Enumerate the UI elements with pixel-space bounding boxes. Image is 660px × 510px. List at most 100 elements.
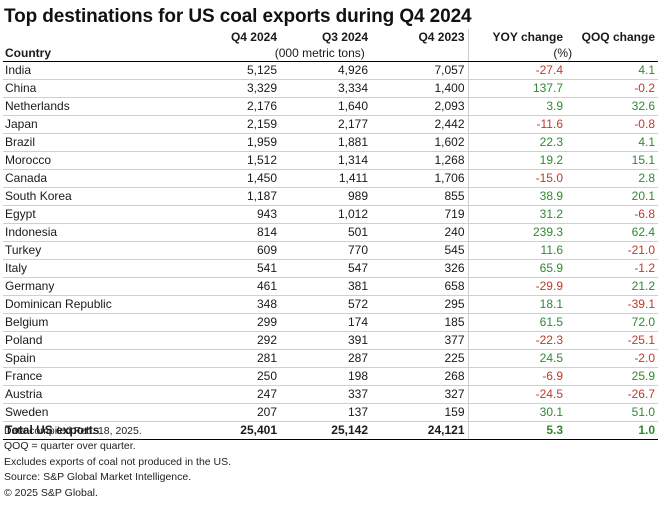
country-cell: Egypt [3, 205, 173, 224]
q3-2024-cell: 174 [280, 313, 371, 332]
yoy-change-cell: 65.9 [467, 259, 566, 278]
qoq-change-cell: -6.8 [566, 205, 658, 224]
col-header-q4-2023: Q4 2023 [418, 30, 465, 44]
units-header-row: Country (000 metric tons) (%) [3, 45, 658, 62]
country-cell: South Korea [3, 187, 173, 206]
footnote-excludes: Excludes exports of coal not produced in… [4, 455, 232, 468]
qoq-change-cell: -1.2 [566, 259, 658, 278]
q4-2024-cell: 5,125 [173, 61, 280, 80]
q4-2024-cell: 1,450 [173, 169, 280, 188]
q3-2024-cell: 770 [280, 241, 371, 260]
q4-2023-cell: 268 [371, 367, 468, 386]
footnote-copyright: © 2025 S&P Global. [4, 486, 98, 499]
table-row: Sweden 207 137 159 30.1 51.0 [3, 403, 658, 422]
q4-2023-cell: 377 [371, 331, 468, 350]
yoy-change-cell: 30.1 [467, 403, 566, 422]
footnotes: Data compiled Feb. 18, 2025. QOQ = quart… [4, 424, 231, 501]
q4-2024-cell: 3,329 [173, 79, 280, 98]
q4-2023-cell: 327 [371, 385, 468, 404]
table-row: France 250 198 268 -6.9 25.9 [3, 367, 658, 386]
country-cell: Dominican Republic [3, 295, 173, 314]
table-row: Egypt 943 1,012 719 31.2 -6.8 [3, 205, 658, 224]
q3-2024-cell: 198 [280, 367, 371, 386]
country-cell: Italy [3, 259, 173, 278]
table-row: Dominican Republic 348 572 295 18.1 -39.1 [3, 295, 658, 314]
country-cell: Canada [3, 169, 173, 188]
qoq-change-cell: -39.1 [566, 295, 658, 314]
yoy-change-cell: 19.2 [467, 151, 566, 170]
exports-table: Q4 2024 Q3 2024 Q4 2023 YOY change QOQ c… [3, 29, 658, 440]
country-cell: Indonesia [3, 223, 173, 242]
country-cell: Turkey [3, 241, 173, 260]
q4-2024-cell: 943 [173, 205, 280, 224]
q4-2023-cell: 855 [371, 187, 468, 206]
q3-2024-cell: 3,334 [280, 79, 371, 98]
q3-2024-cell: 1,012 [280, 205, 371, 224]
yoy-change-cell: 61.5 [467, 313, 566, 332]
country-cell: Spain [3, 349, 173, 368]
yoy-change-cell: 239.3 [467, 223, 566, 242]
q3-2024-cell: 2,177 [280, 115, 371, 134]
qoq-change-cell: 32.6 [566, 97, 658, 116]
q4-2024-cell: 299 [173, 313, 280, 332]
q4-2024-cell: 1,512 [173, 151, 280, 170]
yoy-change-cell: 31.2 [467, 205, 566, 224]
yoy-change-cell: -11.6 [467, 115, 566, 134]
country-cell: Total US exports [3, 421, 173, 440]
qoq-change-cell: 20.1 [566, 187, 658, 206]
country-cell: Netherlands [3, 97, 173, 116]
q3-2024-cell: 287 [280, 349, 371, 368]
q4-2023-cell: 2,442 [371, 115, 468, 134]
q3-2024-cell: 572 [280, 295, 371, 314]
q3-2024-cell: 25,142 [280, 421, 371, 440]
country-cell: Belgium [3, 313, 173, 332]
row-header-country: Country [3, 45, 173, 62]
qoq-change-cell: 25.9 [566, 367, 658, 386]
q4-2023-cell: 545 [371, 241, 468, 260]
table-row: Belgium 299 174 185 61.5 72.0 [3, 313, 658, 332]
table-row: Italy 541 547 326 65.9 -1.2 [3, 259, 658, 278]
qoq-change-cell: -0.8 [566, 115, 658, 134]
units-volume-label: (000 metric tons) [173, 45, 468, 62]
q3-2024-cell: 1,411 [280, 169, 371, 188]
yoy-change-cell: 24.5 [467, 349, 566, 368]
table-row: Spain 281 287 225 24.5 -2.0 [3, 349, 658, 368]
col-header-q4-2024: Q4 2024 [230, 30, 277, 44]
q3-2024-cell: 381 [280, 277, 371, 296]
page-title: Top destinations for US coal exports dur… [4, 6, 472, 27]
q4-2023-cell: 24,121 [371, 421, 468, 440]
country-cell: Sweden [3, 403, 173, 422]
yoy-change-cell: 18.1 [467, 295, 566, 314]
q4-2024-cell: 250 [173, 367, 280, 386]
yoy-change-cell: -29.9 [467, 277, 566, 296]
q4-2024-cell: 348 [173, 295, 280, 314]
q4-2023-cell: 295 [371, 295, 468, 314]
column-header-row: Q4 2024 Q3 2024 Q4 2023 YOY change QOQ c… [3, 29, 658, 45]
q4-2024-cell: 609 [173, 241, 280, 260]
q4-2023-cell: 719 [371, 205, 468, 224]
yoy-change-cell: 3.9 [467, 97, 566, 116]
table-body: India 5,125 4,926 7,057 -27.4 4.1 China 3,329 3,… [3, 61, 658, 440]
q3-2024-cell: 1,314 [280, 151, 371, 170]
q4-2023-cell: 1,706 [371, 169, 468, 188]
qoq-change-cell: -2.0 [566, 349, 658, 368]
q3-2024-cell: 989 [280, 187, 371, 206]
table-row: India 5,125 4,926 7,057 -27.4 4.1 [3, 61, 658, 80]
q4-2024-cell: 2,159 [173, 115, 280, 134]
country-cell: Germany [3, 277, 173, 296]
country-cell: Morocco [3, 151, 173, 170]
q4-2023-cell: 7,057 [371, 61, 468, 80]
footnote-date: Data compiled Feb. 18, 2025. [4, 425, 142, 437]
country-cell: China [3, 79, 173, 98]
yoy-change-cell: -22.3 [467, 331, 566, 350]
q4-2024-cell: 541 [173, 259, 280, 278]
col-header-yoy: YOY change [467, 29, 566, 45]
header-spacer [3, 29, 173, 45]
yoy-change-cell: -27.4 [467, 61, 566, 80]
footnote-source: Source: S&P Global Market Intelligence. [4, 471, 192, 484]
qoq-change-cell: 51.0 [566, 403, 658, 422]
yoy-change-cell: 22.3 [467, 133, 566, 152]
qoq-change-cell: 1.0 [566, 421, 658, 440]
country-cell: Brazil [3, 133, 173, 152]
country-cell: France [3, 367, 173, 386]
